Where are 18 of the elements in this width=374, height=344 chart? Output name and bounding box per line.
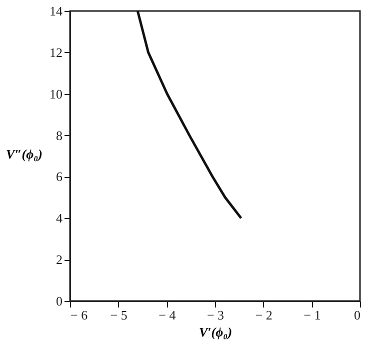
y-tick-label: 8 (56, 128, 62, 143)
y-tick-label: 4 (56, 210, 63, 226)
line-series (136, 10, 242, 220)
x-axis-title: V′(ϕ₀) (198, 324, 232, 340)
x-tick-label: − 4 (158, 308, 176, 322)
y-tick-label: 0 (56, 294, 62, 308)
y-tick-label: 6 (56, 169, 63, 184)
x-tick-label: − 5 (110, 308, 128, 322)
x-tick-label: − 3 (206, 308, 224, 322)
y-tick-label: 2 (56, 252, 62, 268)
y-axis-title: V″(ϕ₀) (6, 146, 42, 162)
x-tick-label: 0 (354, 308, 360, 322)
y-tick-label: 14 (50, 4, 63, 18)
x-tick-label: − 1 (304, 308, 321, 322)
y-tick-label: 12 (50, 44, 62, 60)
y-tick-label: 10 (50, 86, 62, 102)
x-tick-label: − 2 (255, 308, 272, 322)
x-tick-label: − 6 (70, 308, 88, 322)
